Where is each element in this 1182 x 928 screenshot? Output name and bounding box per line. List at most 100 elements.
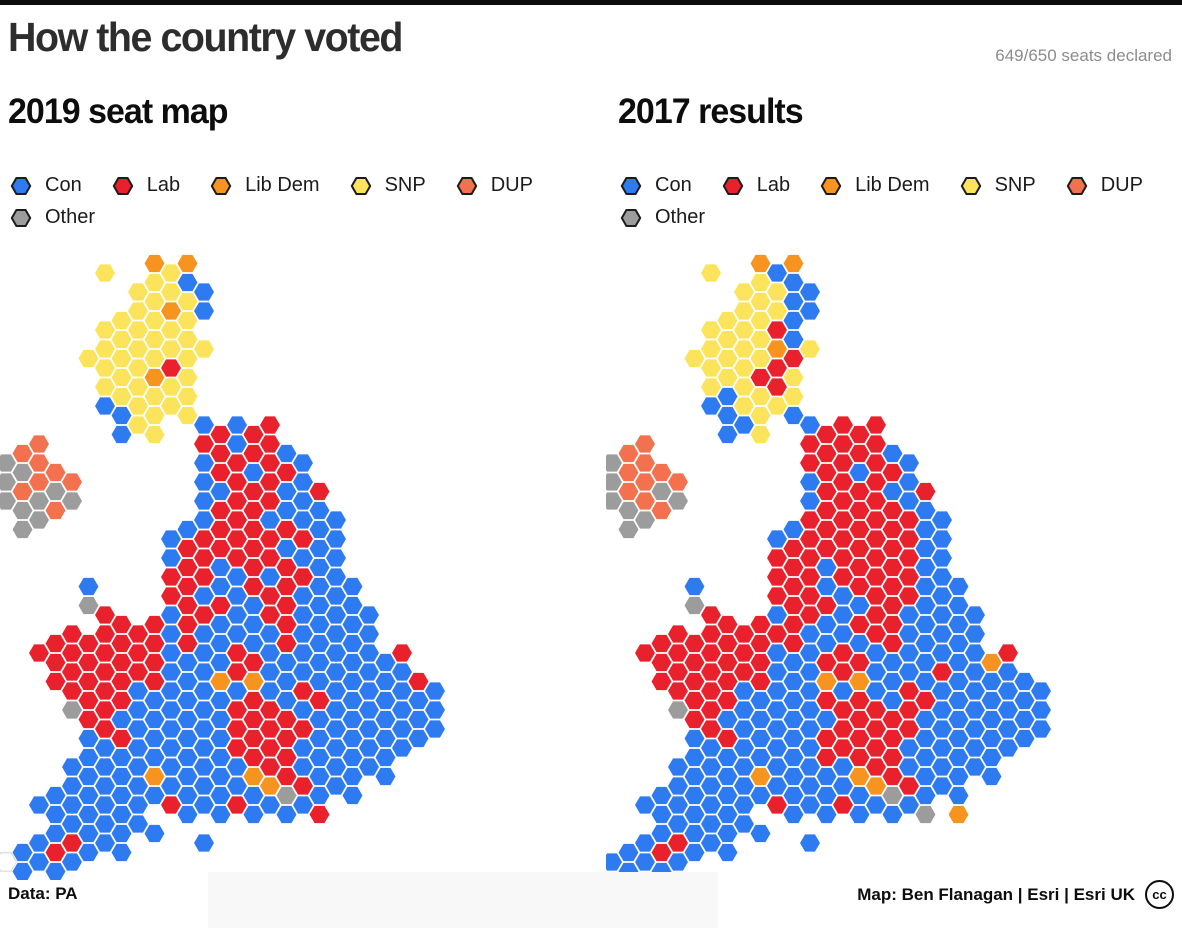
hex-seat-con[interactable] bbox=[110, 785, 133, 806]
hex-seat-lab[interactable] bbox=[258, 700, 282, 720]
hex-seat-con[interactable] bbox=[815, 709, 838, 730]
hex-seat-lab[interactable] bbox=[93, 681, 117, 701]
hex-seat-lab[interactable] bbox=[848, 709, 871, 730]
hex-seat-con[interactable] bbox=[798, 833, 822, 853]
hex-seat-con[interactable] bbox=[1013, 671, 1036, 692]
hex-seat-lib-dem[interactable] bbox=[143, 367, 166, 388]
hex-seat-con[interactable] bbox=[1029, 719, 1053, 739]
hex-seat-con[interactable] bbox=[258, 567, 282, 587]
hex-seat-con[interactable] bbox=[192, 491, 216, 511]
hex-seat-con[interactable] bbox=[159, 700, 183, 720]
hex-seat-con[interactable] bbox=[699, 814, 723, 834]
hex-seat-con[interactable] bbox=[732, 795, 756, 815]
hex-seat-con[interactable] bbox=[716, 386, 739, 407]
hex-seat-other[interactable] bbox=[881, 785, 904, 806]
hex-seat-con[interactable] bbox=[192, 453, 216, 473]
hex-seat-con[interactable] bbox=[44, 861, 67, 880]
hex-seat-lab[interactable] bbox=[291, 567, 315, 587]
hex-seat-snp[interactable] bbox=[143, 405, 166, 426]
hex-seat-snp[interactable] bbox=[749, 424, 772, 445]
hex-seat-lab[interactable] bbox=[258, 415, 282, 435]
hex-seat-other[interactable] bbox=[27, 510, 51, 530]
hex-seat-lab[interactable] bbox=[848, 519, 871, 540]
hex-seat-lab[interactable] bbox=[848, 747, 871, 768]
hex-seat-con[interactable] bbox=[930, 681, 954, 701]
hex-seat-con[interactable] bbox=[192, 301, 216, 321]
hex-seat-con[interactable] bbox=[209, 728, 232, 749]
hex-seat-con[interactable] bbox=[390, 681, 414, 701]
hex-seat-con[interactable] bbox=[308, 500, 331, 521]
hex-seat-con[interactable] bbox=[341, 690, 364, 711]
hex-seat-snp[interactable] bbox=[716, 310, 739, 331]
hex-seat-con[interactable] bbox=[914, 652, 937, 673]
hex-seat-con[interactable] bbox=[765, 605, 789, 625]
hex-seat-lab[interactable] bbox=[848, 576, 871, 597]
hex-seat-con[interactable] bbox=[192, 643, 216, 663]
hex-seat-lab[interactable] bbox=[881, 709, 904, 730]
hex-seat-con[interactable] bbox=[242, 633, 265, 654]
hex-seat-lab[interactable] bbox=[258, 453, 282, 473]
hex-seat-snp[interactable] bbox=[732, 320, 756, 340]
hex-seat-snp[interactable] bbox=[176, 348, 199, 369]
hex-seat-con[interactable] bbox=[324, 700, 348, 720]
hex-seat-lab[interactable] bbox=[110, 671, 133, 692]
hex-seat-con[interactable] bbox=[291, 548, 315, 568]
hex-seat-lab[interactable] bbox=[914, 690, 937, 711]
hex-seat-other[interactable] bbox=[0, 472, 18, 492]
hex-seat-lab[interactable] bbox=[864, 757, 888, 777]
hex-seat-snp[interactable] bbox=[699, 263, 723, 283]
hex-seat-con[interactable] bbox=[324, 776, 348, 796]
hex-seat-con[interactable] bbox=[617, 842, 640, 863]
hex-seat-lib-dem[interactable] bbox=[242, 766, 265, 787]
hex-seat-con[interactable] bbox=[930, 700, 954, 720]
hex-seat-lab[interactable] bbox=[897, 548, 921, 568]
hex-seat-lab[interactable] bbox=[732, 624, 756, 644]
hex-seat-con[interactable] bbox=[765, 643, 789, 663]
hex-seat-lab[interactable] bbox=[242, 576, 265, 597]
hex-seat-con[interactable] bbox=[324, 529, 348, 549]
hex-seat-lib-dem[interactable] bbox=[947, 804, 970, 825]
hex-seat-con[interactable] bbox=[93, 396, 117, 416]
hex-seat-con[interactable] bbox=[159, 548, 183, 568]
hex-seat-lab[interactable] bbox=[308, 481, 331, 502]
hex-seat-snp[interactable] bbox=[159, 282, 183, 302]
hex-seat-lab[interactable] bbox=[650, 671, 673, 692]
hex-seat-lab[interactable] bbox=[897, 700, 921, 720]
hex-seat-lab[interactable] bbox=[782, 557, 805, 578]
hex-seat-con[interactable] bbox=[357, 757, 381, 777]
hex-seat-con[interactable] bbox=[881, 443, 904, 464]
hex-seat-lab[interactable] bbox=[176, 595, 199, 616]
hex-seat-lab[interactable] bbox=[143, 633, 166, 654]
hex-seat-lab[interactable] bbox=[749, 652, 772, 673]
hex-seat-lab[interactable] bbox=[258, 472, 282, 492]
hex-seat-con[interactable] bbox=[798, 472, 822, 492]
hex-seat-lab[interactable] bbox=[44, 671, 67, 692]
hex-seat-snp[interactable] bbox=[126, 377, 150, 397]
hex-seat-con[interactable] bbox=[699, 833, 723, 853]
hex-seat-lab[interactable] bbox=[242, 557, 265, 578]
hex-seat-lab[interactable] bbox=[864, 605, 888, 625]
hex-seat-snp[interactable] bbox=[176, 329, 199, 350]
hex-seat-con[interactable] bbox=[225, 757, 249, 777]
hex-seat-con[interactable] bbox=[930, 776, 954, 796]
hex-seat-con[interactable] bbox=[782, 671, 805, 692]
hex-seat-lab[interactable] bbox=[225, 662, 249, 682]
hex-seat-lib-dem[interactable] bbox=[765, 339, 789, 359]
hex-seat-con[interactable] bbox=[947, 671, 970, 692]
hex-seat-dup[interactable] bbox=[27, 453, 51, 473]
hex-seat-snp[interactable] bbox=[782, 386, 805, 407]
hex-seat-lab[interactable] bbox=[258, 548, 282, 568]
hex-seat-con[interactable] bbox=[258, 795, 282, 815]
hex-seat-lab[interactable] bbox=[848, 500, 871, 521]
hex-seat-lab[interactable] bbox=[699, 700, 723, 720]
hex-seat-lab[interactable] bbox=[192, 434, 216, 454]
hex-seat-con[interactable] bbox=[881, 652, 904, 673]
hex-seat-con[interactable] bbox=[209, 709, 232, 730]
hex-seat-other[interactable] bbox=[60, 700, 84, 720]
hex-seat-lib-dem[interactable] bbox=[143, 253, 166, 274]
hex-seat-con[interactable] bbox=[864, 681, 888, 701]
hex-seat-con[interactable] bbox=[110, 823, 133, 844]
hex-seat-snp[interactable] bbox=[716, 348, 739, 369]
hex-seat-con[interactable] bbox=[275, 443, 298, 464]
hex-seat-dup[interactable] bbox=[633, 491, 657, 511]
